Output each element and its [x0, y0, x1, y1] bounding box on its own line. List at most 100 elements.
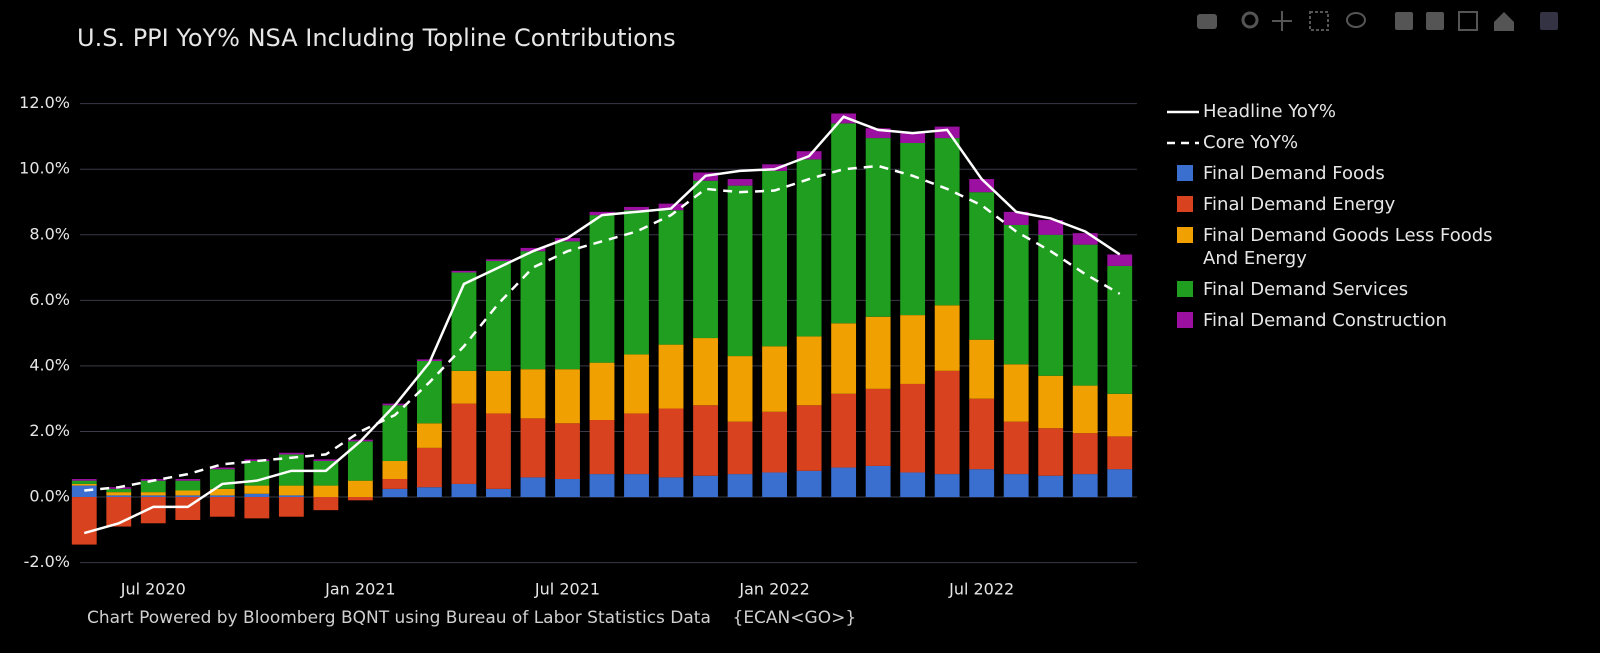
bar-segment: [209, 497, 235, 517]
zoom-icon[interactable]: [1241, 11, 1259, 29]
bar-segment: [71, 485, 97, 498]
bar-segment: [451, 272, 477, 371]
core-line: [84, 164, 1121, 492]
bar-segment: [658, 408, 684, 478]
bar-segment: [486, 488, 511, 498]
bar-segment: [347, 497, 373, 501]
legend-item[interactable]: Final Demand Energy: [1165, 193, 1545, 216]
bar-segment: [727, 474, 753, 498]
headline-line: [83, 115, 1121, 535]
camera-icon[interactable]: [1197, 14, 1217, 29]
y-tick-label: 8.0%: [29, 224, 70, 243]
legend-key: [1165, 278, 1203, 301]
legend-item[interactable]: Core YoY%: [1165, 131, 1545, 154]
bar-segment: [486, 261, 511, 371]
logo-icon[interactable]: [1540, 12, 1558, 30]
bar-segment: [416, 447, 442, 488]
bar-segment: [71, 497, 97, 545]
bar-segment: [1072, 244, 1098, 386]
bar-segment: [244, 459, 270, 461]
bar-segment: [1072, 385, 1098, 434]
bar-segment: [589, 211, 615, 216]
legend-item[interactable]: Final Demand Foods: [1165, 162, 1545, 185]
bar-segment: [1107, 469, 1133, 498]
bar-segment: [865, 128, 891, 139]
bar-segment: [1038, 220, 1064, 235]
x-tick-label: Jan 2022: [738, 580, 809, 599]
bar-segment: [1003, 211, 1029, 225]
x-tick-label: Jul 2020: [120, 580, 186, 599]
y-tick-label: 2.0%: [29, 421, 70, 440]
bar-segment: [520, 477, 546, 498]
lasso-icon[interactable]: [1346, 12, 1366, 28]
legend-label: Final Demand Foods: [1203, 163, 1385, 184]
bar-segment: [831, 467, 857, 498]
select-icon[interactable]: [1309, 11, 1329, 31]
bar-segment: [900, 472, 926, 498]
y-tick-label: 6.0%: [29, 290, 70, 309]
bar-segment: [658, 477, 684, 498]
bar-segment: [555, 479, 580, 498]
bar-segment: [175, 495, 201, 498]
bar-segment: [831, 123, 857, 324]
zoom-out-icon[interactable]: [1426, 12, 1444, 30]
bar-segment: [1072, 233, 1098, 245]
bar-segment: [1003, 474, 1029, 498]
bar-segment: [589, 474, 615, 498]
bar-segment: [969, 339, 995, 399]
bar-segment: [693, 338, 718, 406]
autoscale-icon[interactable]: [1458, 11, 1478, 31]
bar-segment: [796, 159, 822, 337]
bar-segment: [624, 413, 649, 475]
bar-segment: [451, 370, 477, 404]
bar-segment: [486, 413, 511, 489]
pan-icon[interactable]: [1272, 11, 1292, 31]
legend-key: [1165, 162, 1203, 185]
bar-segment: [278, 452, 304, 455]
bar-segment: [900, 315, 926, 384]
bar-segment: [313, 485, 339, 498]
legend-key: [1165, 131, 1203, 154]
y-tick-label: 12.0%: [19, 93, 70, 112]
zoom-in-icon[interactable]: [1395, 12, 1413, 30]
bar-segment: [486, 370, 511, 414]
bar-segment: [244, 497, 270, 519]
bar-segment: [693, 180, 718, 339]
bar-segment: [762, 411, 788, 473]
legend-item[interactable]: Final Demand Services: [1165, 278, 1545, 301]
bar-segment: [693, 475, 718, 498]
bar-segment: [1038, 475, 1064, 498]
bar-segment: [727, 185, 753, 357]
home-icon[interactable]: [1494, 12, 1514, 31]
y-tick-label: 10.0%: [19, 159, 70, 178]
legend-item[interactable]: Final Demand Construction: [1165, 309, 1545, 332]
bar-segment: [382, 479, 408, 489]
bar-segment: [865, 465, 891, 498]
bar-segment: [589, 362, 615, 421]
bar-segment: [796, 470, 822, 498]
toolbar: [1197, 11, 1558, 31]
bar-segment: [209, 488, 235, 496]
bar-segment: [175, 480, 201, 491]
bar-segment: [1038, 234, 1064, 376]
bar-segment: [865, 388, 891, 466]
x-tick-label: Jul 2021: [534, 580, 600, 599]
legend-label: Final Demand Goods Less Foods And Energy: [1203, 225, 1493, 269]
bar-segment: [244, 485, 270, 494]
bar-segment: [969, 398, 995, 470]
bar-segment: [106, 488, 132, 493]
y-tick-label: 4.0%: [29, 355, 70, 374]
bar-segment: [624, 206, 649, 211]
bar-segment: [520, 418, 546, 478]
legend-item[interactable]: Headline YoY%: [1165, 100, 1545, 123]
bar-segment: [1072, 474, 1098, 498]
legend-item[interactable]: Final Demand Goods Less Foods And Energy: [1165, 224, 1545, 270]
bar-segment: [969, 192, 995, 340]
legend-label: Headline YoY%: [1203, 101, 1336, 122]
bar-segment: [416, 487, 442, 498]
bar-segment: [555, 369, 580, 424]
bar-segment: [589, 420, 615, 475]
bar-segment: [71, 480, 97, 484]
bar-segment: [1003, 421, 1029, 475]
bar-segment: [865, 138, 891, 317]
